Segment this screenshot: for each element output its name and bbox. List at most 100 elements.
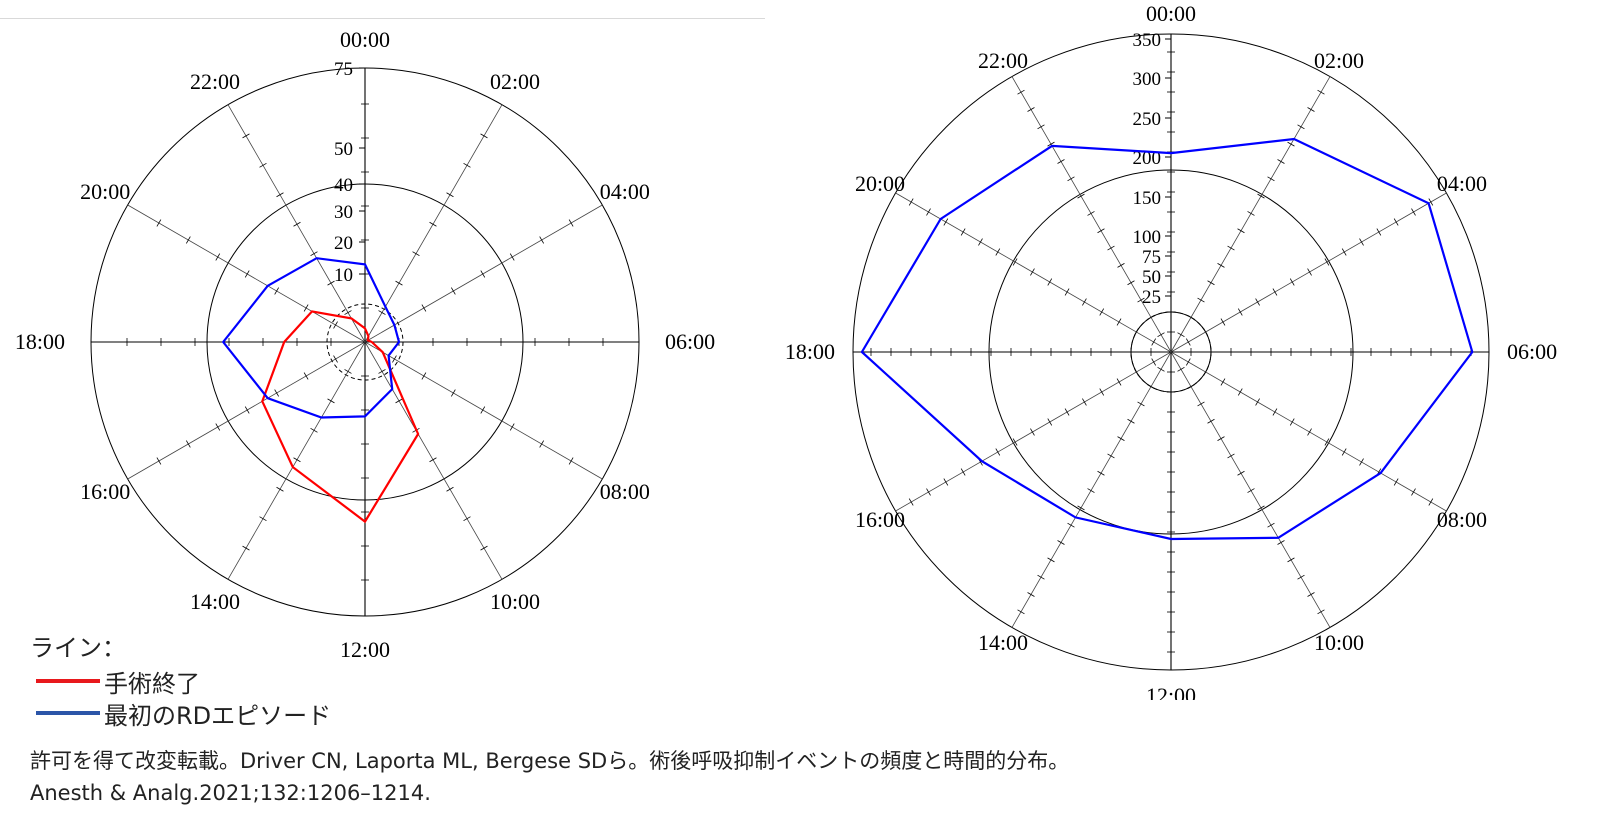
radial-tick-label: 350 [1133,30,1162,51]
angular-label: 20:00 [855,171,905,196]
spoke-tick [242,133,250,139]
legend-item-first-rd: 最初のRDエピソード [30,697,331,730]
spoke-tick [1117,263,1125,268]
spoke-tick [1272,408,1278,416]
spoke-tick [429,221,437,227]
spoke-tick [1099,388,1105,396]
spoke-tick [908,198,914,206]
spoke-line [1011,76,1172,353]
spoke-tick [1359,238,1364,246]
spoke-tick [463,516,471,522]
spoke-line [227,341,366,580]
polar-chart-right: 00:00 02:00 04:00 06:00 08:00 10:00 12:00 14:00… [785,1,1557,700]
spoke-tick [1147,315,1155,320]
spoke-tick [259,516,267,522]
spoke-tick [1012,258,1018,266]
spoke-tick [1087,488,1095,493]
spoke-tick [1134,328,1139,336]
legend-title: ライン： [30,634,126,662]
radial-tick-label: 75 [334,59,353,80]
spoke-tick [344,310,352,315]
spoke-tick [185,236,191,244]
spoke-tick [1341,248,1347,256]
spoke-tick [1185,358,1191,366]
radial-tick-label: 50 [334,139,353,160]
polar-chart-left: 00:00 02:00 04:00 06:00 08:00 10:00 12:00 14:00… [15,27,715,662]
spoke-tick [539,236,545,244]
spoke-tick [1017,89,1025,95]
spoke-tick [1247,211,1255,216]
spoke-tick [1187,315,1195,320]
spoke-tick [276,192,284,198]
spoke-tick [310,251,318,257]
caption: 許可を得て改変転載。Driver CN, Laporta ML, Bergese… [30,745,1570,809]
spoke-tick [1037,124,1045,130]
spoke-tick [995,248,1001,256]
spoke-tick [1376,228,1382,236]
spoke-tick [908,498,914,506]
spoke-tick [1017,609,1025,615]
spoke-tick [395,280,403,286]
spoke-tick [274,389,280,397]
spoke-tick [1127,280,1135,286]
spoke-tick [960,228,966,236]
spoke-tick [244,270,250,278]
radial-tick-label: 25 [1142,287,1161,308]
angular-label: 06:00 [1507,339,1557,364]
spoke-tick [1247,488,1255,493]
spoke-tick [1267,522,1275,528]
angular-label: 12:00 [340,637,390,662]
legend-item-surgery-end: 手術終了 [30,665,331,698]
spoke-tick [1012,438,1018,446]
spoke-tick [1197,297,1205,303]
spoke-tick [185,440,191,448]
angular-label: 14:00 [190,589,240,614]
spoke-tick [1077,505,1085,511]
spoke-tick [509,423,515,431]
spoke-tick [242,545,250,551]
spoke-tick [1030,268,1035,276]
radial-tick-label: 20 [334,233,353,254]
spoke-tick [215,253,221,261]
spoke-tick [333,321,338,329]
spoke-tick [1237,228,1245,234]
spoke-tick [293,221,301,227]
radial-tick-label: 250 [1133,109,1162,130]
spoke-tick [1307,268,1312,276]
spoke-tick [1157,332,1165,338]
legend-swatch-red [36,679,100,683]
spoke-tick [1324,438,1330,446]
spoke-tick [1203,368,1208,376]
spoke-tick [480,406,486,414]
spoke-tick [1037,574,1045,580]
spoke-tick [1207,280,1215,286]
spoke-tick [1151,338,1157,346]
radial-tick-label: 300 [1133,69,1162,90]
spoke-tick [1097,470,1105,476]
spoke-tick [1137,401,1145,407]
angular-label: 02:00 [1314,48,1364,73]
radial-tick-label: 200 [1133,148,1162,169]
spoke-tick [303,304,309,312]
spoke-tick [1220,378,1226,386]
spoke-tick [1187,384,1195,389]
spoke-tick [1227,245,1235,251]
radial-tick-label: 50 [1142,267,1161,288]
spoke-line [1170,351,1447,512]
legend: ライン： 手術終了 最初のRDエピソード [30,628,331,730]
spoke-tick [1027,107,1035,112]
spoke-tick [293,457,301,463]
series-line-first-rd [860,137,1474,541]
spoke-line [127,204,366,343]
spoke-tick [1289,278,1295,286]
spoke-tick [1047,418,1053,426]
spoke-tick [412,251,420,257]
spoke-tick [1127,418,1135,424]
spoke-tick [276,486,284,492]
spoke-tick [446,192,454,198]
spoke-tick [1177,366,1185,372]
spoke-tick [1428,198,1434,206]
spoke-tick [1220,318,1226,326]
spoke-tick [1341,448,1347,456]
spoke-tick [421,372,427,380]
